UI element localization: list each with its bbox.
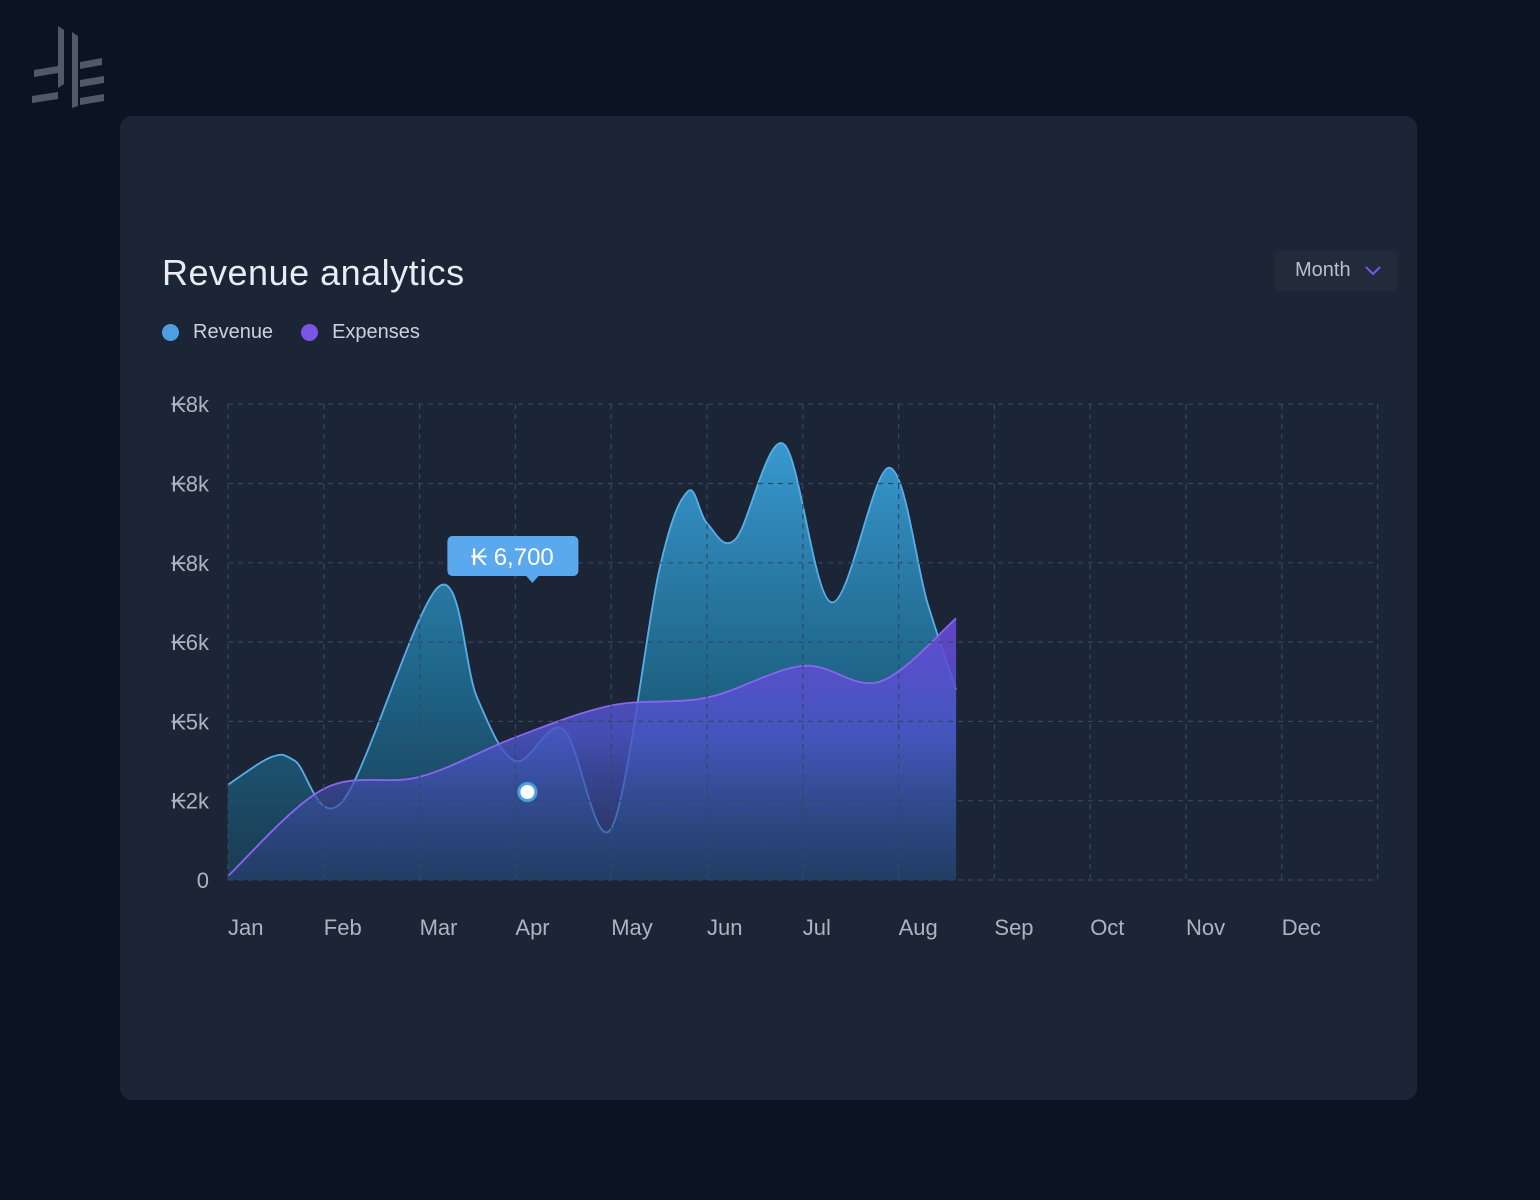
brand-logo-icon (32, 26, 104, 108)
y-tick-label: ₭5k (171, 709, 210, 734)
card-title: Revenue analytics (162, 252, 465, 293)
y-tick-label: ₭8k (171, 551, 210, 576)
chevron-down-icon (1365, 266, 1381, 275)
legend-dot-expenses (301, 324, 319, 341)
y-tick-label: ₭8k (171, 392, 210, 417)
y-tick-label: ₭8k (171, 472, 210, 497)
revenue-analytics-card: Revenue analytics Month Revenue Expenses… (120, 116, 1417, 1100)
period-select-value: Month (1295, 259, 1351, 281)
x-tick-label: Aug (899, 915, 938, 940)
x-tick-label: Jan (228, 915, 263, 940)
legend-item-revenue[interactable]: Revenue (162, 321, 273, 344)
legend-item-expenses[interactable]: Expenses (301, 321, 420, 344)
revenue-line (227, 442, 957, 834)
tooltip-label: ₭ 6,700 (471, 544, 554, 571)
legend-label-expenses: Expenses (332, 321, 420, 343)
tooltip-arrow (525, 575, 540, 583)
x-tick-label: May (611, 915, 653, 940)
x-tick-label: Sep (994, 915, 1033, 940)
x-tick-label: Jun (707, 915, 742, 940)
y-tick-label: 0 (197, 868, 209, 893)
chart-legend: Revenue Expenses (162, 321, 448, 344)
x-tick-label: Jul (803, 915, 831, 940)
legend-label-revenue: Revenue (193, 321, 274, 343)
y-tick-label: ₭2k (171, 789, 210, 814)
chart-tooltip: ₭ 6,700 (447, 536, 579, 583)
x-tick-label: Apr (515, 915, 549, 940)
x-tick-label: Dec (1282, 915, 1321, 940)
tooltip-box (447, 536, 579, 576)
x-tick-label: Oct (1090, 915, 1124, 940)
legend-dot-revenue (162, 324, 179, 341)
expenses-line (227, 617, 957, 877)
x-tick-label: Nov (1186, 915, 1225, 940)
period-select[interactable]: Month (1274, 250, 1398, 291)
revenue-area-chart: 0 ₭2k ₭5k ₭6k ₭8k ₭8k ₭8k Jan Feb Mar Apr May Jun Jul… (171, 392, 1379, 940)
x-tick-label: Feb (324, 915, 362, 940)
expenses-area (228, 618, 957, 880)
y-tick-label: ₭6k (171, 630, 210, 655)
hover-point-marker[interactable] (517, 782, 538, 802)
x-tick-label: Mar (420, 915, 458, 940)
